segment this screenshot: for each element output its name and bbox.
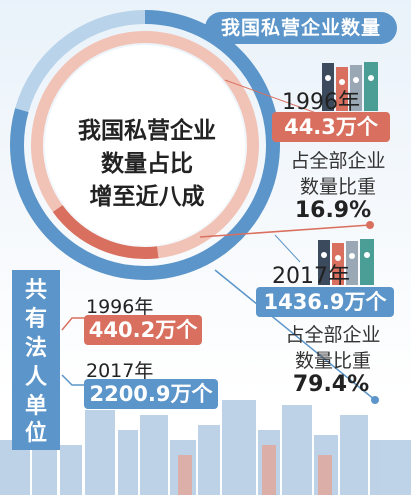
count-2017: 1436.9万个 [256,287,394,317]
legal-count-2017: 2200.9万个 [84,379,218,409]
year-2017-label: 2017年 [272,264,350,289]
connector-line-2017 [214,269,376,401]
share-label-1996: 占全部企业 数量比重 [268,148,408,200]
share-value-1996: 16.9% [294,198,372,223]
legal-entity-label: 共 有 法 人 单 [12,270,60,420]
year-1996-label: 1996年 [282,90,360,115]
center-line-3: 增至近八成 [89,184,205,210]
legal-char-5: 单 [24,394,47,419]
share-label-2017-line2: 数量比重 [294,350,371,372]
ring-center-disc [45,45,245,245]
center-headline: 我国私营企业 数量占比 增至近八成 [52,115,242,214]
legal-char-6: 位 [12,420,60,450]
connector-line-year-1996 [224,79,331,119]
legal-char-4: 人 [24,365,47,390]
count-1996: 44.3万个 [272,112,390,142]
legal-count-1996: 440.2万个 [84,315,202,345]
share-label-1996-line2: 数量比重 [299,176,376,198]
ring-2017-share [10,10,280,280]
dot-2017 [371,396,379,404]
legal-year-2017: 2017年 [86,360,154,382]
center-line-1: 我国私营企业 [78,118,216,144]
legal-char-2: 有 [24,307,47,332]
share-label-2017: 占全部企业 数量比重 [258,322,408,374]
ring-1996-share [52,204,159,259]
ring-2017-rest [15,10,146,113]
binder-icon-1996 [322,62,378,111]
share-value-2017: 79.4% [292,372,370,397]
share-label-2017-line1: 占全部企业 [285,324,381,346]
city-skyline-accent [178,445,332,495]
share-label-1996-line1: 占全部企业 [290,150,386,172]
dot-1996 [366,221,374,229]
legal-char-3: 法 [24,336,47,361]
ring-1996-rest [31,31,259,259]
chart-title: 我国私营企业数量 [205,12,397,44]
connector-line-1996 [199,224,371,238]
center-line-2: 数量占比 [101,151,193,177]
city-skyline [0,400,411,495]
connector-line-year-2017 [274,234,301,263]
binder-icon-2017 [318,239,374,285]
legal-char-1: 共 [24,278,47,303]
legal-year-1996: 1996年 [86,296,154,318]
